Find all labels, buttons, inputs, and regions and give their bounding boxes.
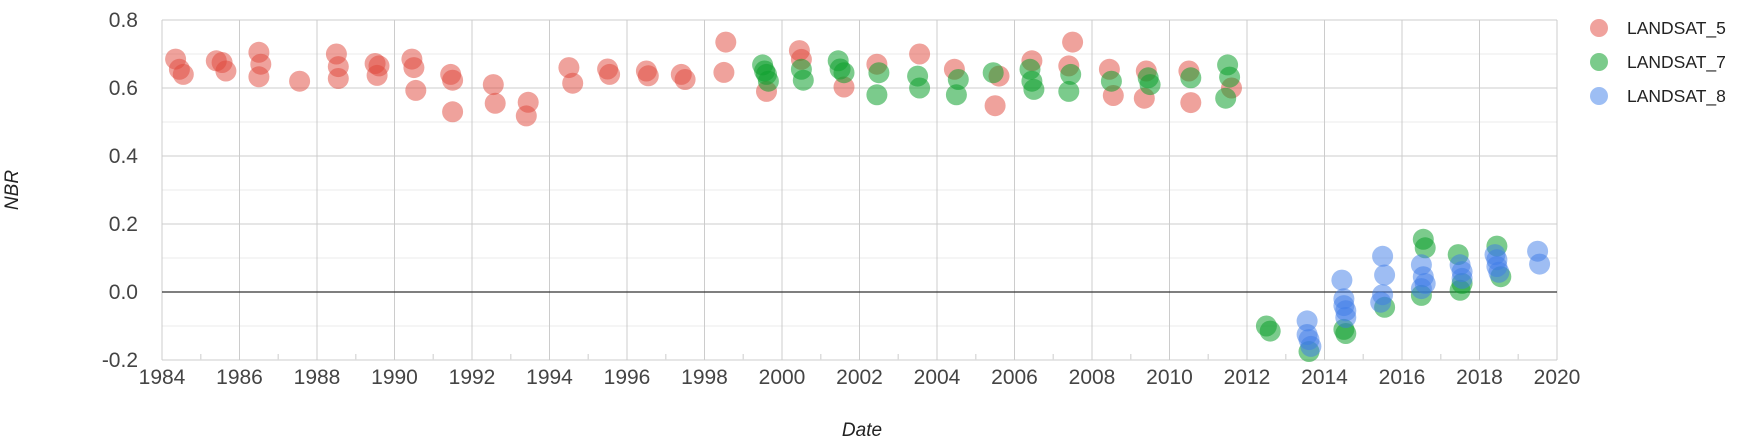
data-point-landsat_8[interactable]: [1370, 291, 1392, 313]
data-point-landsat_7[interactable]: [868, 62, 890, 84]
x-minor-ticks: [200, 354, 1519, 360]
data-point-landsat_7[interactable]: [1219, 66, 1241, 88]
data-point-landsat_5[interactable]: [1180, 92, 1202, 114]
data-point-landsat_5[interactable]: [327, 68, 349, 89]
data-point-landsat_5[interactable]: [674, 69, 696, 90]
data-point-landsat_5[interactable]: [515, 105, 537, 127]
data-point-landsat_5[interactable]: [984, 95, 1006, 117]
data-point-landsat_7[interactable]: [757, 70, 779, 92]
data-point-landsat_7[interactable]: [1139, 74, 1161, 96]
y-tick-label: 0.8: [109, 9, 138, 32]
legend-item-label: LANDSAT_8: [1627, 86, 1726, 107]
landsat-5-swatch-icon: [1590, 19, 1608, 37]
legend-item-landsat-7[interactable]: LANDSAT_7: [1590, 52, 1726, 73]
data-point-landsat_8[interactable]: [1372, 245, 1394, 267]
y-tick-label: 0.2: [109, 213, 138, 236]
y-tick-label: 0.4: [109, 145, 139, 168]
x-tick-label: 1996: [604, 366, 651, 389]
x-tick-label: 1984: [139, 366, 186, 389]
data-point-landsat_5[interactable]: [442, 101, 464, 123]
y-tick-label: 0.0: [109, 281, 138, 304]
data-points-layer: [165, 31, 1551, 362]
y-axis-tick-labels: 0.8 0.6 0.4 0.2 0.0 -0.2: [102, 9, 138, 372]
data-point-landsat_7[interactable]: [945, 84, 967, 106]
x-tick-label: 1998: [681, 366, 728, 389]
x-tick-label: 2008: [1069, 366, 1116, 389]
data-point-landsat_8[interactable]: [1451, 267, 1473, 289]
data-point-landsat_7[interactable]: [909, 77, 931, 99]
data-point-landsat_5[interactable]: [562, 72, 584, 94]
data-point-landsat_7[interactable]: [1414, 237, 1436, 259]
data-point-landsat_8[interactable]: [1331, 269, 1353, 291]
data-point-landsat_7[interactable]: [833, 62, 855, 84]
x-axis-title: Date: [842, 420, 882, 441]
data-point-landsat_5[interactable]: [403, 57, 425, 79]
legend-item-label: LANDSAT_7: [1627, 52, 1726, 73]
legend-item-landsat-5[interactable]: LANDSAT_5: [1590, 18, 1726, 39]
x-tick-label: 1992: [449, 366, 496, 389]
x-tick-label: 2006: [991, 366, 1038, 389]
x-tick-label: 1988: [294, 366, 341, 389]
data-point-landsat_7[interactable]: [1060, 63, 1082, 85]
major-gridlines: [161, 19, 1558, 361]
data-point-landsat_7[interactable]: [1058, 80, 1080, 102]
x-tick-label: 2016: [1379, 366, 1426, 389]
x-tick-label: 2004: [914, 366, 961, 389]
x-tick-label: 2000: [759, 366, 806, 389]
landsat-8-swatch-icon: [1590, 87, 1608, 105]
data-point-landsat_8[interactable]: [1374, 264, 1396, 286]
data-point-landsat_5[interactable]: [215, 60, 237, 82]
legend: LANDSAT_5 LANDSAT_7 LANDSAT_8: [1590, 18, 1726, 107]
data-point-landsat_5[interactable]: [482, 74, 504, 96]
data-point-landsat_5[interactable]: [248, 66, 270, 88]
data-point-landsat_7[interactable]: [1180, 67, 1202, 89]
data-point-landsat_7[interactable]: [1023, 78, 1045, 100]
x-tick-label: 1994: [526, 366, 573, 389]
data-point-landsat_5[interactable]: [405, 79, 427, 101]
y-axis-title: NBR: [2, 170, 23, 210]
data-point-landsat_5[interactable]: [366, 64, 388, 86]
data-point-landsat_8[interactable]: [1300, 335, 1322, 357]
data-point-landsat_8[interactable]: [1410, 278, 1432, 300]
landsat-7-swatch-icon: [1590, 53, 1608, 71]
data-point-landsat_7[interactable]: [947, 69, 969, 90]
data-point-landsat_8[interactable]: [1488, 261, 1510, 283]
x-tick-label: 1986: [216, 366, 263, 389]
legend-item-landsat-8[interactable]: LANDSAT_8: [1590, 86, 1726, 107]
data-point-landsat_5[interactable]: [599, 63, 621, 85]
x-tick-label: 2002: [836, 366, 883, 389]
x-axis-tick-labels: 1984 1986 1988 1990 1992 1994 1996 1998 2000 2002…: [139, 366, 1581, 389]
data-point-landsat_7[interactable]: [866, 84, 888, 106]
data-point-landsat_5[interactable]: [637, 65, 659, 87]
x-tick-label: 2010: [1146, 366, 1193, 389]
x-tick-label: 1990: [371, 366, 418, 389]
data-point-landsat_5[interactable]: [442, 69, 464, 91]
legend-item-label: LANDSAT_5: [1627, 18, 1726, 39]
data-point-landsat_5[interactable]: [715, 31, 737, 53]
x-tick-label: 2018: [1456, 366, 1503, 389]
data-point-landsat_7[interactable]: [1335, 323, 1357, 344]
y-tick-label: -0.2: [102, 349, 138, 372]
x-tick-label: 2012: [1224, 366, 1271, 389]
x-tick-label: 2014: [1301, 366, 1348, 389]
data-point-landsat_8[interactable]: [1529, 253, 1551, 275]
data-point-landsat_7[interactable]: [1215, 87, 1237, 109]
data-point-landsat_5[interactable]: [172, 63, 194, 85]
data-point-landsat_7[interactable]: [982, 62, 1004, 84]
data-point-landsat_5[interactable]: [1062, 31, 1084, 53]
data-point-landsat_8[interactable]: [1335, 307, 1357, 328]
data-point-landsat_5[interactable]: [713, 61, 735, 83]
data-point-landsat_7[interactable]: [1259, 320, 1281, 342]
data-point-landsat_7[interactable]: [792, 69, 814, 91]
data-point-landsat_5[interactable]: [289, 70, 311, 92]
x-tick-label: 2020: [1534, 366, 1581, 389]
data-point-landsat_7[interactable]: [1100, 70, 1122, 92]
y-tick-label: 0.6: [109, 77, 138, 100]
data-point-landsat_5[interactable]: [909, 43, 931, 65]
data-point-landsat_5[interactable]: [484, 92, 506, 114]
